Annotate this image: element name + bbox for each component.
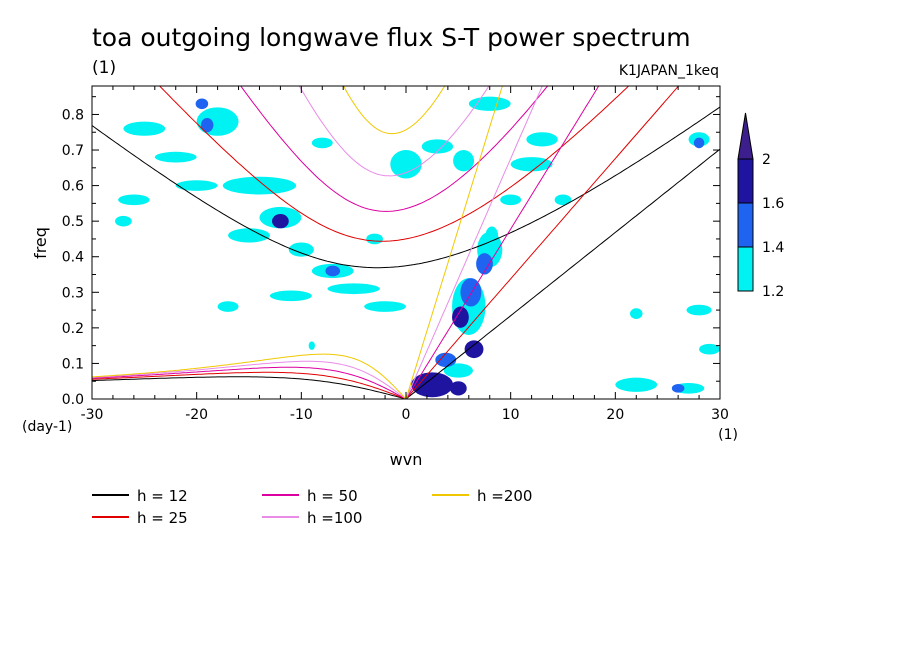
power-contours — [115, 96, 720, 398]
x-tick-label: -20 — [185, 407, 208, 423]
contour-patch — [554, 194, 572, 206]
y-tick-label: 0.5 — [62, 214, 84, 230]
contour-patch — [615, 377, 658, 392]
legend-label: h =200 — [477, 487, 532, 505]
contour-patch — [327, 283, 380, 295]
y-tick-label: 0.6 — [62, 179, 84, 195]
colorbar: 1.2 1.4 1.6 2 — [737, 112, 784, 300]
y-tick-label: 0.4 — [62, 250, 84, 266]
contour-patch — [325, 265, 341, 277]
contour-patch — [464, 340, 484, 359]
x-tick-label: 30 — [711, 407, 729, 423]
y-tick-label: 0.7 — [62, 143, 84, 159]
contour-patch — [468, 96, 511, 111]
curve-rossby-h100 — [92, 360, 407, 399]
contour-patch — [364, 301, 407, 312]
contour-patch — [510, 157, 553, 172]
contour-patch — [118, 194, 150, 206]
contour-patch — [272, 214, 289, 229]
contour-patch — [311, 137, 333, 149]
curve-rossby-h50 — [92, 366, 407, 399]
chart-title: toa outgoing longwave flux S-T power spe… — [92, 23, 691, 52]
curve-kelvin-h25 — [405, 86, 680, 399]
x-tick-label: -30 — [81, 407, 104, 423]
chart-subtitle-left: (1) — [92, 58, 116, 78]
contour-patch — [123, 121, 166, 136]
contour-patch — [500, 194, 522, 206]
x-tick-label: 20 — [606, 407, 624, 423]
colorbar-label: 1.2 — [762, 284, 784, 300]
colorbar-label: 2 — [762, 152, 771, 168]
contour-patch — [222, 176, 297, 195]
curve-rossby-h12 — [92, 376, 407, 399]
contour-patch — [154, 151, 197, 163]
curve-kelvin-h200 — [405, 86, 503, 399]
contour-patch — [435, 352, 457, 367]
x-unit-label: (1) — [718, 427, 738, 443]
x-tick-label: -10 — [290, 407, 313, 423]
curve-kelvin-h12 — [405, 148, 720, 399]
y-tick-label: 0.1 — [62, 356, 84, 372]
legend-label: h =100 — [307, 509, 362, 527]
chart-subtitle-right: K1JAPAN_1keq — [619, 63, 719, 79]
y-axis-title: freq — [31, 227, 50, 259]
y-tick-label: 0.3 — [62, 285, 84, 301]
contour-patch — [476, 253, 493, 275]
colorbar-segment — [737, 202, 754, 248]
contour-patch — [200, 118, 214, 133]
contour-patch — [452, 306, 469, 328]
contour-patch — [195, 98, 209, 110]
contour-patch — [411, 372, 454, 398]
y-tick-label: 0.0 — [62, 392, 84, 408]
curve-inertia-gravity-h12 — [92, 106, 720, 269]
contour-patch — [693, 137, 705, 149]
contour-patch — [175, 180, 218, 191]
x-tick-label: 0 — [402, 407, 411, 423]
curve-kelvin-h50 — [405, 86, 600, 399]
legend-label: h = 50 — [307, 487, 358, 505]
x-axis-title: wvn — [390, 450, 423, 469]
contour-patch — [115, 215, 132, 227]
contour-patch — [686, 304, 712, 316]
contour-patch — [269, 290, 312, 302]
curve-rossby-h200 — [92, 353, 407, 399]
curve-inertia-gravity-h25 — [158, 86, 630, 242]
contour-patch — [366, 233, 383, 245]
contour-patch — [671, 384, 685, 393]
curve-inertia-gravity-h50 — [240, 86, 549, 212]
x-tick-label: 10 — [502, 407, 520, 423]
curve-inertia-gravity-h100 — [298, 86, 490, 177]
x-axis: -30 -20 -10 0 10 20 30 — [81, 86, 729, 423]
y-tick-label: 0.8 — [62, 107, 84, 123]
contour-patch — [699, 343, 720, 355]
curve-inertia-gravity-h200 — [343, 86, 446, 135]
colorbar-extension — [737, 112, 754, 160]
legend: h = 12 h = 25 h = 50 h =100 h =200 — [92, 487, 532, 527]
colorbar-segment — [737, 158, 754, 204]
y-tick-label: 0.2 — [62, 321, 84, 337]
contour-patch — [629, 308, 643, 319]
plot-frame — [91, 85, 721, 400]
curve-kelvin-h100 — [405, 86, 543, 399]
y-unit-label: (day-1) — [22, 419, 72, 435]
curve-rossby-h25 — [92, 371, 407, 399]
contour-patch — [390, 150, 422, 179]
colorbar-label: 1.4 — [762, 240, 784, 256]
contour-patch — [288, 242, 314, 257]
colorbar-label: 1.6 — [762, 196, 784, 212]
contour-patch — [308, 341, 315, 350]
contour-patch — [453, 150, 475, 172]
contour-patch — [217, 301, 239, 312]
legend-label: h = 25 — [137, 509, 188, 527]
legend-label: h = 12 — [137, 487, 188, 505]
colorbar-segment — [737, 246, 754, 292]
contour-patch — [449, 381, 467, 396]
contour-patch — [526, 132, 558, 147]
y-axis: 0.0 0.1 0.2 0.3 0.4 0.5 0.6 0.7 0.8 — [62, 96, 720, 408]
dispersion-curves — [92, 86, 720, 399]
contour-patch — [443, 363, 473, 378]
contour-patch — [228, 228, 270, 243]
